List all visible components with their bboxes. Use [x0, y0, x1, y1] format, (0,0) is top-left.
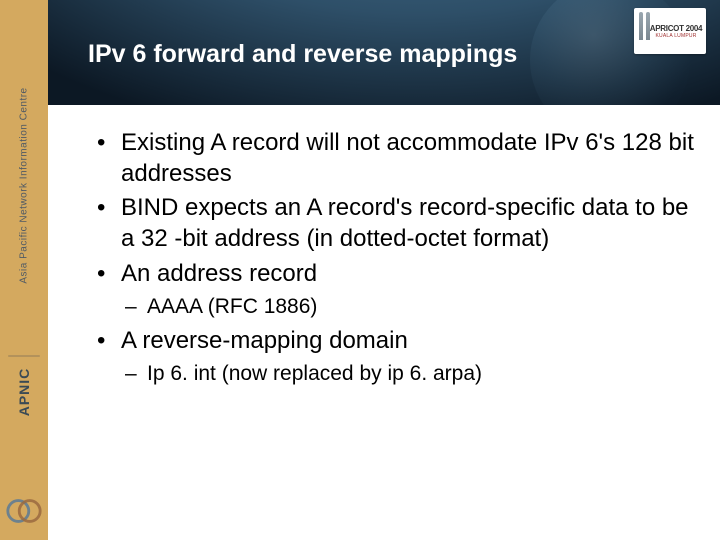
- bullet-text: Existing A record will not accommodate I…: [121, 129, 694, 187]
- main-area: APRICOT 2004 KUALA LUMPUR IPv 6 forward …: [48, 0, 720, 540]
- badge-subtitle: KUALA LUMPUR: [655, 33, 696, 39]
- slide: Asia Pacific Network Information Centre …: [0, 0, 720, 540]
- bullet-item: An address record AAAA (RFC 1886): [93, 259, 700, 321]
- sidebar-band: Asia Pacific Network Information Centre …: [0, 0, 48, 540]
- sub-bullet-list: AAAA (RFC 1886): [121, 294, 700, 321]
- bullet-text: BIND expects an A record's record-specif…: [121, 194, 689, 252]
- apnic-logo-icon: [5, 492, 43, 530]
- sidebar-org-text: Asia Pacific Network Information Centre: [19, 87, 30, 283]
- badge-title: APRICOT 2004: [650, 24, 702, 33]
- bullet-item: Existing A record will not accommodate I…: [93, 128, 700, 189]
- bullet-list: Existing A record will not accommodate I…: [93, 128, 700, 388]
- sub-bullet-text: Ip 6. int (now replaced by ip 6. arpa): [147, 362, 482, 385]
- sub-bullet-list: Ip 6. int (now replaced by ip 6. arpa): [121, 361, 700, 388]
- sidebar-brand-text: APNIC: [16, 368, 32, 417]
- sub-bullet-text: AAAA (RFC 1886): [147, 295, 317, 318]
- bullet-text: An address record: [121, 260, 317, 287]
- sidebar-divider: [8, 355, 40, 357]
- sub-bullet-item: Ip 6. int (now replaced by ip 6. arpa): [121, 361, 700, 388]
- sub-bullet-item: AAAA (RFC 1886): [121, 294, 700, 321]
- bullet-text: A reverse-mapping domain: [121, 327, 408, 354]
- slide-title: IPv 6 forward and reverse mappings: [88, 40, 517, 69]
- towers-icon: [639, 12, 650, 40]
- bullet-item: A reverse-mapping domain Ip 6. int (now …: [93, 326, 700, 388]
- bullet-item: BIND expects an A record's record-specif…: [93, 193, 700, 254]
- slide-content: Existing A record will not accommodate I…: [93, 128, 700, 394]
- apricot-badge: APRICOT 2004 KUALA LUMPUR: [634, 8, 706, 54]
